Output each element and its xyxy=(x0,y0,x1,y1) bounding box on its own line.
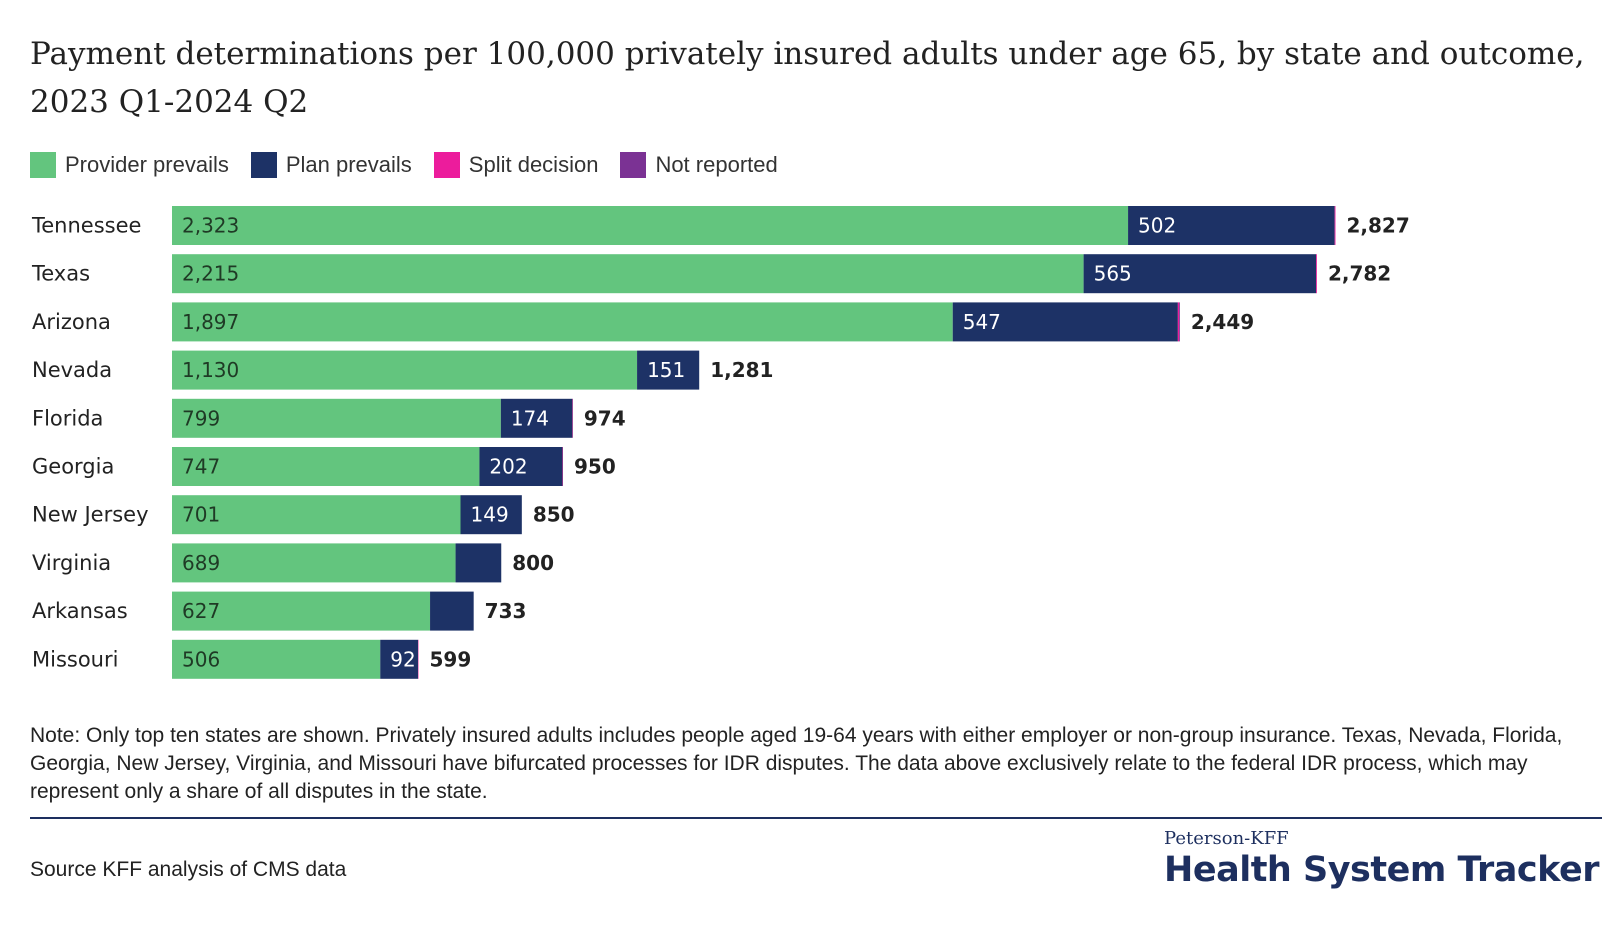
bar-segment-split-decision xyxy=(1334,206,1336,245)
bar-value-label: 92 xyxy=(390,647,415,671)
bar-value-label: 547 xyxy=(963,310,1001,334)
bar-segment-plan-prevails xyxy=(500,398,573,438)
total-label: 800 xyxy=(512,551,554,575)
category-label: Texas xyxy=(31,262,90,286)
category-label: Virginia xyxy=(32,551,111,575)
category-label: Arkansas xyxy=(32,599,128,623)
bar-chart: Tennessee 2,323 502 2,827 Texas 2,215 565 2,782… xyxy=(31,206,1410,679)
bar-segment-split-decision xyxy=(1177,302,1180,342)
legend-label: Plan prevails xyxy=(285,152,412,177)
bar-segment-provider-prevails xyxy=(172,302,953,342)
brand-large-text: Health System Tracker xyxy=(1164,850,1599,890)
bar-segment-plan-prevails xyxy=(430,591,474,631)
total-label: 974 xyxy=(584,406,626,430)
bar-segment-plan-prevails xyxy=(952,302,1178,342)
legend-swatch xyxy=(30,152,56,178)
total-label: 950 xyxy=(574,455,616,479)
legend-swatch xyxy=(620,152,647,178)
legend-item-provider-prevails: Provider prevails xyxy=(30,152,229,178)
legend-item-split-decision: Split decision xyxy=(433,152,599,178)
divider xyxy=(30,817,1602,819)
category-label: Georgia xyxy=(32,455,114,479)
total-label: 599 xyxy=(430,647,472,671)
chart-title: Payment determinations per 100,000 priva… xyxy=(30,36,1585,120)
bar-segment-plan-prevails xyxy=(460,495,522,535)
bar-value-label: 627 xyxy=(182,599,220,623)
total-label: 2,449 xyxy=(1191,310,1254,334)
total-label: 850 xyxy=(533,503,575,527)
bar-segment-split-decision xyxy=(1316,254,1317,294)
bar-segment-plan-prevails xyxy=(1083,254,1317,294)
total-label: 2,782 xyxy=(1328,262,1391,286)
bar-segment-plan-prevails xyxy=(637,350,700,390)
category-label: Arizona xyxy=(32,310,111,334)
bar-segment-provider-prevails xyxy=(172,254,1084,294)
bar-segment-plan-prevails xyxy=(380,639,419,679)
bar-value-label: 565 xyxy=(1094,262,1132,286)
bar-value-label: 506 xyxy=(182,647,220,671)
brand-logo: Peterson-KFF Health System Tracker xyxy=(1164,828,1599,890)
bar-value-label: 149 xyxy=(471,503,509,527)
bar-segment-provider-prevails xyxy=(172,591,431,631)
category-label: New Jersey xyxy=(32,503,149,527)
bar-value-label: 2,215 xyxy=(182,262,239,286)
legend-label: Provider prevails xyxy=(65,152,229,177)
bar-segment-provider-prevails xyxy=(172,350,638,390)
legend-item-plan-prevails: Plan prevails xyxy=(250,152,412,178)
total-label: 1,281 xyxy=(710,358,773,382)
bar-value-label: 502 xyxy=(1138,214,1176,238)
source-text: Source KFF analysis of CMS data xyxy=(30,858,347,881)
legend-item-not-reported: Not reported xyxy=(620,152,778,178)
bar-segment-not-reported xyxy=(1179,302,1180,342)
bar-segment-plan-prevails xyxy=(479,447,563,486)
bar-value-label: 202 xyxy=(489,455,527,479)
bar-segment-provider-prevails xyxy=(172,447,480,486)
bar-value-label: 2,323 xyxy=(182,214,239,238)
legend: Provider prevails Plan prevails Split deci… xyxy=(30,150,800,180)
total-label: 733 xyxy=(485,599,527,623)
bar-segment-plan-prevails xyxy=(1128,206,1335,245)
bar-segment-provider-prevails xyxy=(172,495,461,535)
total-label: 2,827 xyxy=(1346,214,1409,238)
legend-swatch xyxy=(250,152,277,178)
bar-value-label: 701 xyxy=(182,503,220,527)
bar-value-label: 689 xyxy=(182,551,220,575)
bar-value-label: 1,897 xyxy=(182,310,239,334)
chart-note: Note: Only top ten states are shown. Pri… xyxy=(30,724,1563,803)
bar-value-label: 1,130 xyxy=(182,358,239,382)
bar-segment-provider-prevails xyxy=(172,639,381,679)
category-label: Missouri xyxy=(32,647,118,671)
bar-value-label: 747 xyxy=(182,455,220,479)
legend-label: Not reported xyxy=(655,152,778,177)
legend-swatch xyxy=(433,152,460,178)
bar-segment-provider-prevails xyxy=(172,543,456,583)
category-label: Florida xyxy=(32,406,103,430)
category-label: Nevada xyxy=(32,358,112,382)
bar-value-label: 799 xyxy=(182,406,220,430)
bar-segment-provider-prevails xyxy=(172,398,501,438)
legend-label: Split decision xyxy=(468,152,599,177)
category-label: Tennessee xyxy=(31,214,141,238)
bar-segment-provider-prevails xyxy=(172,206,1129,245)
bar-segment-plan-prevails xyxy=(455,543,502,583)
bar-value-label: 151 xyxy=(647,358,685,382)
brand-small-text: Peterson-KFF xyxy=(1164,828,1289,849)
bar-value-label: 174 xyxy=(511,406,549,430)
